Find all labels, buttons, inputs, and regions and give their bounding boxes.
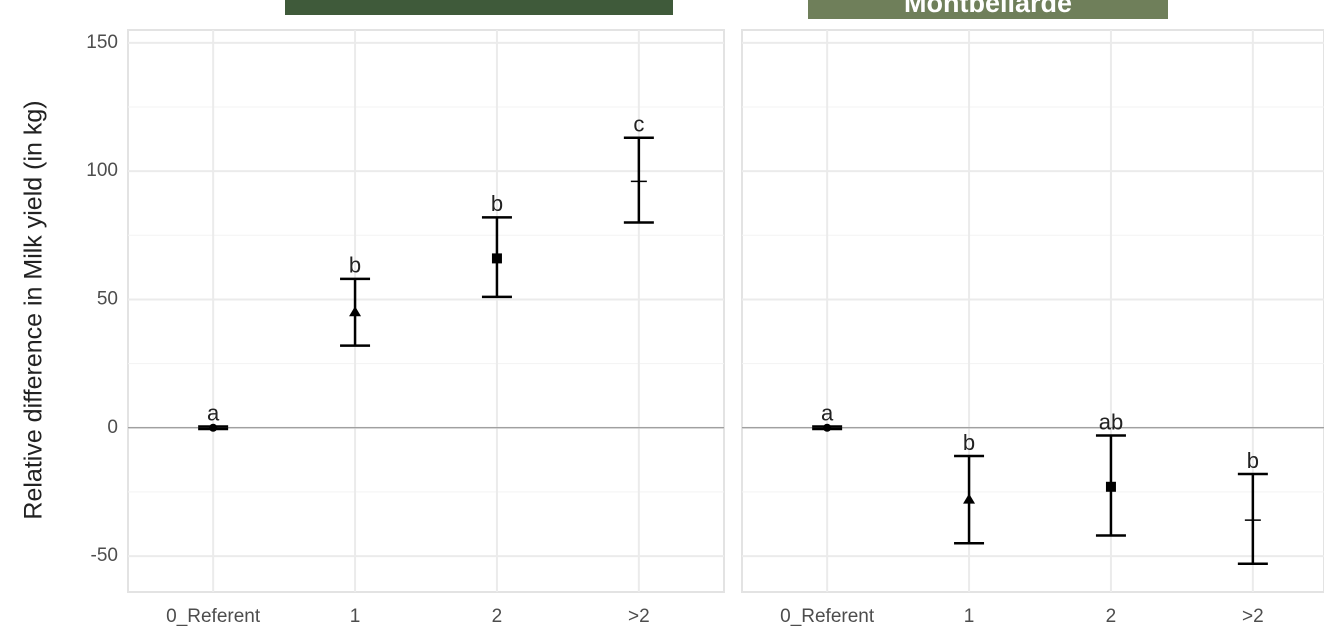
point — [1106, 482, 1116, 492]
x-tick-label: >2 — [628, 606, 650, 627]
value-label: ab — [1099, 409, 1123, 434]
y-tick-label: 50 — [97, 288, 118, 309]
x-tick-label: 2 — [492, 606, 503, 627]
point — [963, 494, 975, 504]
point — [492, 253, 502, 263]
value-label: a — [207, 400, 220, 425]
value-label: b — [1247, 448, 1259, 473]
value-label: c — [633, 112, 644, 137]
y-tick-label: 100 — [86, 160, 118, 181]
error-bar — [624, 138, 654, 223]
strip-label: Montbeliarde — [904, 0, 1072, 18]
error-bar — [1238, 474, 1268, 564]
y-axis-title: Relative difference in Milk yield (in kg… — [20, 100, 48, 519]
point — [349, 306, 361, 316]
x-tick-label: >2 — [1242, 606, 1264, 627]
x-tick-label: 1 — [350, 606, 361, 627]
y-tick-label: -50 — [91, 545, 118, 566]
x-tick-label: 1 — [964, 606, 975, 627]
x-tick-label: 0_Referent — [780, 606, 875, 627]
value-label: b — [491, 191, 503, 216]
y-tick-label: 0 — [107, 417, 118, 438]
y-tick-label: 150 — [86, 32, 118, 53]
panel-border — [742, 30, 1324, 592]
page: Relative difference in Milk yield (in kg… — [0, 0, 1324, 633]
value-label: a — [821, 400, 834, 425]
chart: Relative difference in Milk yield (in kg… — [0, 0, 1324, 633]
value-label: b — [963, 430, 975, 455]
value-label: b — [349, 253, 361, 278]
strip-image — [285, 0, 673, 15]
x-tick-label: 0_Referent — [166, 606, 261, 627]
x-tick-label: 2 — [1106, 606, 1117, 627]
